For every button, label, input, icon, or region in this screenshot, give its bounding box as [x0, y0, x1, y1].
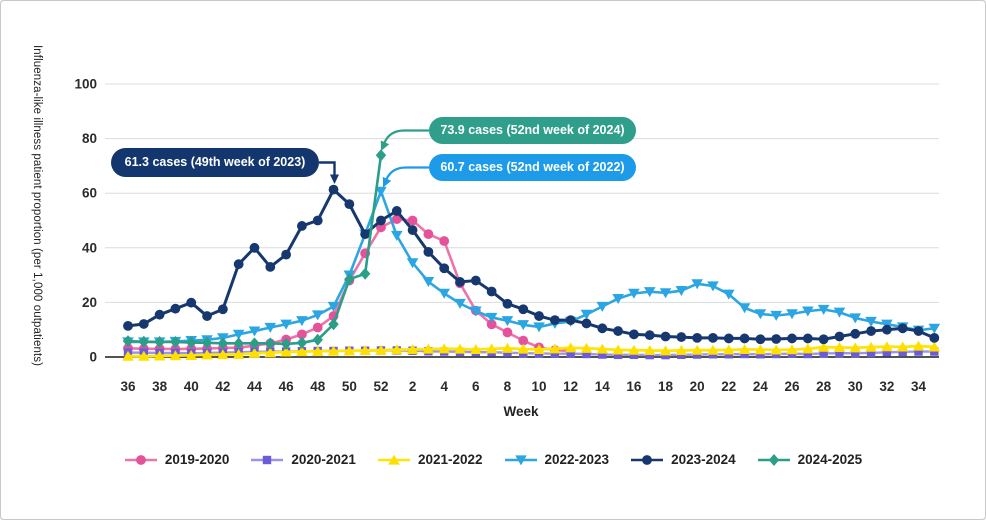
- svg-text:48: 48: [310, 379, 326, 394]
- svg-text:40: 40: [82, 240, 97, 255]
- legend-label: 2019-2020: [164, 452, 230, 467]
- svg-text:4: 4: [440, 379, 448, 394]
- legend-marker-diamond-teal-icon: [757, 453, 790, 466]
- svg-text:22: 22: [721, 379, 736, 394]
- legend-item-2024-2025: 2024-2025: [757, 452, 863, 467]
- svg-text:20: 20: [82, 295, 97, 310]
- x-axis-title: Week: [503, 404, 539, 419]
- legend-label: 2021-2022: [417, 452, 483, 467]
- annotation-peak-2022: 60.7 cases (52nd week of 2022): [429, 154, 636, 181]
- svg-text:36: 36: [120, 379, 136, 394]
- svg-text:16: 16: [626, 379, 642, 394]
- svg-text:44: 44: [247, 379, 263, 394]
- y-axis-title: Influenza-like illness patient proportio…: [31, 45, 43, 367]
- svg-text:38: 38: [152, 379, 168, 394]
- svg-text:80: 80: [82, 131, 97, 146]
- svg-text:20: 20: [690, 379, 705, 394]
- legend: 2019-2020 2020-2021 2021-2022 2022-2023 …: [1, 452, 985, 467]
- svg-text:2: 2: [409, 379, 417, 394]
- svg-text:26: 26: [785, 379, 801, 394]
- legend-marker-triangle-down-cyan-icon: [504, 454, 537, 465]
- legend-label: 2022-2023: [544, 452, 610, 467]
- legend-item-2021-2022: 2021-2022: [377, 452, 483, 467]
- legend-marker-circle-navy-icon: [631, 454, 664, 465]
- legend-item-2019-2020: 2019-2020: [124, 452, 230, 467]
- svg-text:6: 6: [472, 379, 480, 394]
- legend-item-2020-2021: 2020-2021: [250, 452, 356, 467]
- svg-text:24: 24: [753, 379, 769, 394]
- svg-text:8: 8: [504, 379, 512, 394]
- svg-text:60: 60: [82, 186, 97, 201]
- annotation-peak-2023: 61.3 cases (49th week of 2023): [111, 148, 319, 177]
- svg-text:52: 52: [373, 379, 388, 394]
- legend-item-2022-2023: 2022-2023: [504, 452, 610, 467]
- legend-marker-triangle-yellow-icon: [377, 454, 410, 465]
- svg-text:32: 32: [879, 379, 894, 394]
- svg-text:28: 28: [816, 379, 832, 394]
- legend-label: 2020-2021: [291, 452, 356, 467]
- legend-item-2023-2024: 2023-2024: [630, 452, 736, 467]
- annotation-peak-2024: 73.9 cases (52nd week of 2024): [429, 117, 636, 144]
- svg-text:12: 12: [563, 379, 578, 394]
- legend-marker-square-purple-icon: [251, 455, 284, 464]
- svg-text:40: 40: [184, 379, 199, 394]
- svg-text:30: 30: [848, 379, 863, 394]
- svg-text:10: 10: [532, 379, 547, 394]
- legend-marker-circle-pink-icon: [124, 454, 157, 465]
- legend-label: 2023-2024: [671, 452, 736, 467]
- svg-text:14: 14: [595, 379, 611, 394]
- svg-text:34: 34: [911, 379, 927, 394]
- svg-text:42: 42: [215, 379, 230, 394]
- svg-text:100: 100: [74, 77, 97, 92]
- svg-text:18: 18: [658, 379, 674, 394]
- legend-label: 2024-2025: [797, 452, 863, 467]
- svg-text:0: 0: [89, 350, 97, 365]
- svg-text:50: 50: [342, 379, 357, 394]
- svg-text:46: 46: [279, 379, 295, 394]
